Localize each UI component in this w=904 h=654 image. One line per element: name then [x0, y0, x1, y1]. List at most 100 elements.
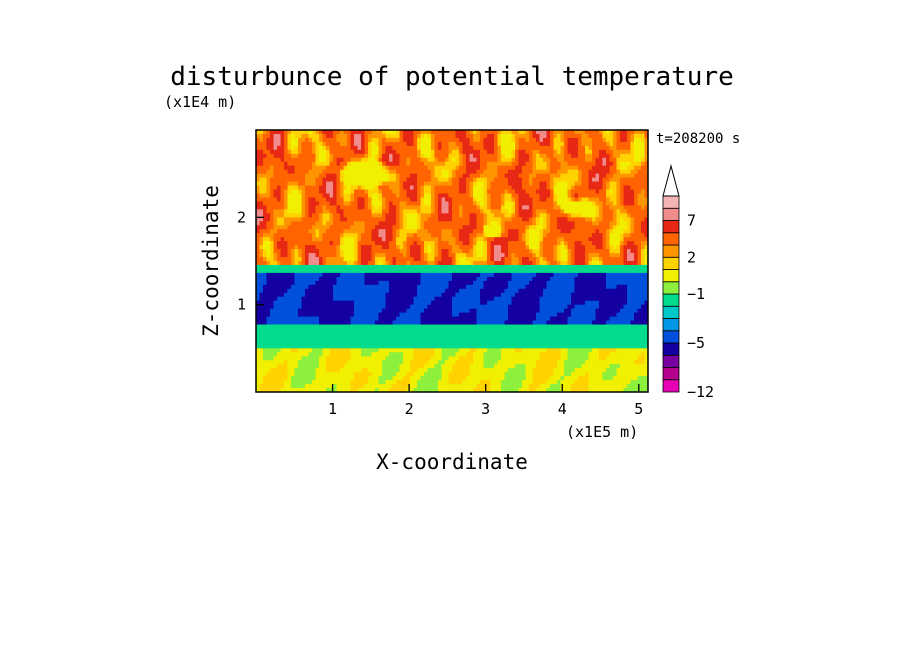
contour-cell: [361, 272, 366, 278]
contour-cell: [539, 241, 544, 246]
contour-cell: [315, 253, 320, 258]
contour-cell: [315, 133, 320, 139]
contour-cell: [382, 213, 387, 218]
contour-cell: [312, 304, 317, 310]
contour-cell: [532, 161, 537, 167]
contour-cell: [357, 272, 362, 278]
contour-cell: [448, 145, 453, 151]
contour-cell: [389, 133, 394, 139]
contour-cell: [494, 284, 499, 290]
contour-cell: [501, 133, 506, 139]
chart-title: disturbunce of potential temperature: [170, 62, 734, 92]
contour-cell: [483, 296, 488, 302]
contour-cell: [284, 169, 289, 175]
contour-cell: [585, 272, 590, 278]
contour-cell: [343, 257, 348, 262]
contour-cell: [357, 145, 362, 151]
contour-cell: [455, 181, 460, 187]
contour-cell: [476, 157, 481, 163]
contour-cell: [308, 276, 313, 282]
contour-cell: [424, 249, 429, 254]
contour-cell: [567, 213, 572, 218]
contour-cell: [259, 213, 264, 218]
contour-cell: [452, 145, 457, 151]
contour-cell: [308, 173, 313, 179]
contour-cell: [557, 288, 562, 294]
contour-cell: [592, 141, 597, 147]
contour-cell: [588, 133, 593, 139]
contour-cell: [529, 209, 534, 214]
contour-cell: [326, 241, 331, 246]
contour-cell: [280, 189, 285, 195]
contour-cell: [329, 237, 334, 242]
contour-cell: [466, 185, 471, 191]
contour-cell: [434, 261, 439, 266]
contour-cell: [375, 209, 380, 214]
contour-cell: [627, 169, 632, 175]
contour-cell: [361, 153, 366, 159]
contour-cell: [487, 205, 492, 210]
contour-cell: [312, 264, 317, 270]
contour-cell: [424, 205, 429, 210]
contour-cell: [588, 161, 593, 167]
contour-cell: [343, 233, 348, 238]
contour-cell: [343, 197, 348, 203]
contour-cell: [396, 233, 401, 238]
contour-cell: [361, 169, 366, 175]
contour-cell: [483, 185, 488, 191]
contour-cell: [340, 181, 345, 187]
contour-cell: [270, 185, 275, 191]
contour-cell: [343, 268, 348, 274]
contour-cell: [438, 304, 443, 310]
contour-cell: [259, 268, 264, 274]
contour-cell: [497, 288, 502, 294]
contour-cell: [277, 304, 282, 310]
contour-cell: [315, 177, 320, 183]
contour-cell: [413, 181, 418, 187]
contour-cell: [585, 193, 590, 199]
contour-cell: [550, 264, 555, 270]
contour-cell: [326, 137, 331, 143]
contour-cell: [588, 209, 593, 214]
contour-cell: [469, 237, 474, 242]
contour-cell: [553, 272, 558, 278]
contour-cell: [350, 276, 355, 282]
contour-cell: [592, 157, 597, 163]
contour-cell: [497, 145, 502, 151]
contour-cell: [494, 276, 499, 282]
contour-cell: [574, 233, 579, 238]
contour-cell: [480, 165, 485, 171]
contour-cell: [361, 145, 366, 151]
contour-cell: [413, 292, 418, 298]
contour-cell: [427, 197, 432, 203]
contour-cell: [630, 268, 635, 274]
contour-cell: [455, 261, 460, 266]
contour-cell: [277, 288, 282, 294]
contour-cell: [294, 280, 299, 286]
contour-cell: [329, 177, 334, 183]
contour-cell: [403, 304, 408, 310]
contour-cell: [620, 145, 625, 151]
contour-cell: [620, 197, 625, 203]
contour-cell: [462, 133, 467, 139]
contour-cell: [424, 137, 429, 143]
contour-cell: [427, 241, 432, 246]
contour-cell: [595, 261, 600, 266]
contour-cell: [592, 161, 597, 167]
contour-cell: [627, 253, 632, 258]
contour-cell: [557, 217, 562, 222]
contour-cell: [599, 153, 604, 159]
contour-cell: [294, 296, 299, 302]
contour-cell: [644, 153, 648, 159]
contour-cell: [347, 288, 352, 294]
contour-cell: [298, 253, 303, 258]
contour-cell: [301, 185, 306, 191]
contour-cell: [448, 284, 453, 290]
contour-cell: [501, 268, 506, 274]
contour-cell: [322, 288, 327, 294]
contour-cell: [375, 137, 380, 143]
contour-cell: [620, 165, 625, 171]
contour-cell: [413, 153, 418, 159]
contour-cell: [410, 253, 415, 258]
contour-cell: [445, 181, 450, 187]
